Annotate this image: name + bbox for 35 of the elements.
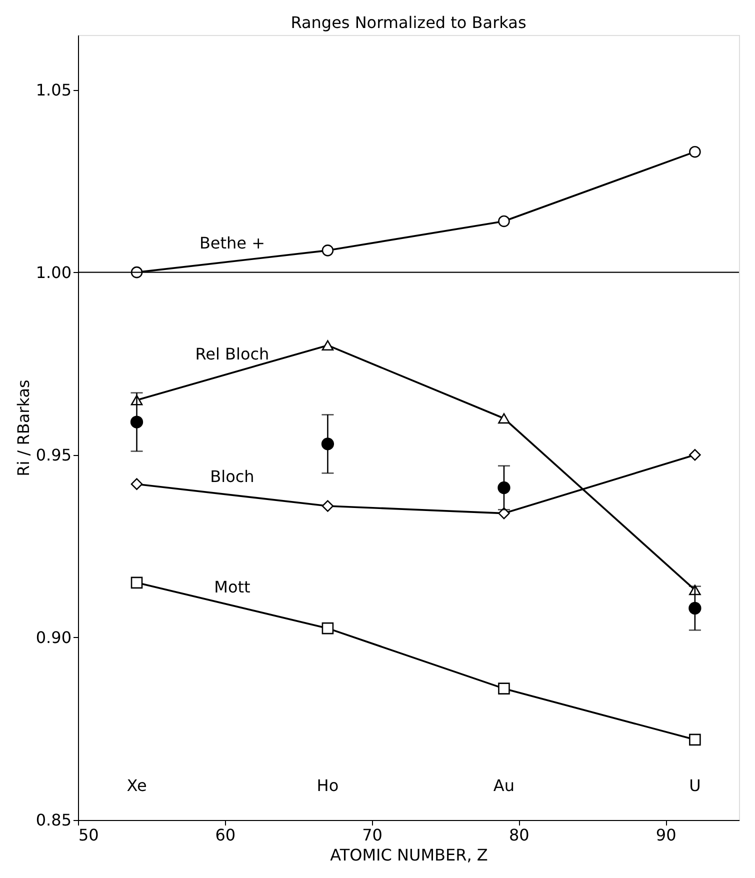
point — [689, 734, 701, 746]
point — [322, 340, 334, 351]
point — [498, 682, 510, 694]
point — [322, 244, 334, 256]
chart-title: Ranges Normalized to Barkas — [290, 13, 526, 32]
annotation: Ho — [316, 776, 339, 795]
x-tick-label: 70 — [362, 826, 382, 844]
series-label: Mott — [214, 577, 250, 596]
series-label: Rel Bloch — [195, 344, 270, 364]
y-tick-label: 1.05 — [36, 80, 72, 100]
y-tick-label: 1.00 — [36, 262, 72, 282]
annotation: U — [689, 776, 701, 795]
y-tick-label: 0.90 — [36, 628, 72, 647]
point — [498, 481, 510, 494]
series-label: Bethe + — [199, 233, 266, 252]
point — [689, 146, 701, 158]
series-label: Bloch — [210, 467, 254, 486]
point — [689, 448, 701, 461]
x-tick-label: 60 — [215, 826, 236, 844]
point — [688, 602, 702, 615]
point — [498, 215, 510, 228]
x-tick-label: 50 — [78, 826, 99, 844]
annotation: Au — [493, 776, 515, 795]
point — [498, 413, 510, 424]
y-tick-label: 0.95 — [36, 445, 72, 464]
point — [130, 478, 143, 490]
annotation: Xe — [126, 776, 147, 795]
y-axis-title: Ri / RBarkas — [14, 380, 33, 476]
point — [322, 500, 334, 512]
x-axis-title: ATOMIC NUMBER, Z — [330, 846, 488, 864]
point — [322, 622, 334, 634]
x-tick-label: 90 — [656, 826, 676, 844]
x-tick-label: 80 — [508, 826, 530, 844]
y-tick-label: 0.85 — [36, 810, 72, 830]
point — [130, 576, 143, 589]
